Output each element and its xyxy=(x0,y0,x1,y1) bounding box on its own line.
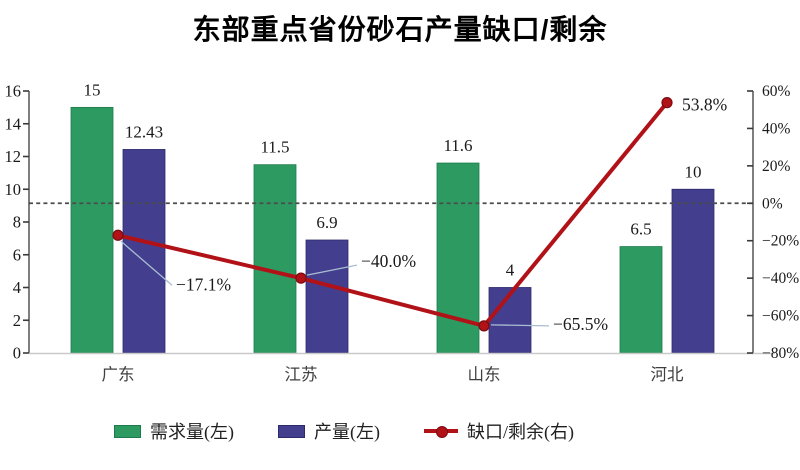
gap-point-marker xyxy=(112,229,124,241)
chart-legend: 需求量(左) 产量(左) 缺口/剩余(右) xyxy=(0,418,744,444)
x-category-label: 广东 xyxy=(102,365,135,384)
right-axis-tick-label: −60% xyxy=(762,308,799,325)
demand-bar-value-label: 6.5 xyxy=(630,220,651,239)
gap-point-leader-line xyxy=(490,324,550,327)
right-axis-tick-label: −20% xyxy=(762,233,799,250)
gap-point-label: −40.0% xyxy=(361,251,416,271)
left-axis-tick-label: 0 xyxy=(13,344,21,363)
production-bar-value-label: 4 xyxy=(506,261,515,280)
legend-label-gap: 缺口/剩余(右) xyxy=(467,422,574,442)
right-axis-tick-label: 0% xyxy=(762,195,783,212)
left-axis-tick-label: 2 xyxy=(13,311,21,330)
gap-point-label: 53.8% xyxy=(682,95,727,115)
demand-bar-value-label: 11.5 xyxy=(260,138,289,157)
legend-item-production: 产量(左) xyxy=(278,418,380,444)
left-axis-tick-label: 4 xyxy=(13,278,21,297)
right-axis-tick-label: 20% xyxy=(762,158,791,175)
line-marker-icon xyxy=(424,424,458,438)
right-axis-tick-label: 40% xyxy=(762,120,791,137)
gap-point-label: −65.5% xyxy=(553,314,608,334)
production-bar-value-label: 10 xyxy=(685,162,702,181)
production-bar xyxy=(122,149,166,354)
left-axis-tick-label: 8 xyxy=(13,213,21,232)
right-axis-tick-label: 60% xyxy=(762,83,791,100)
gap-line xyxy=(116,100,669,328)
gap-point-marker xyxy=(295,272,307,284)
left-axis-tick-label: 14 xyxy=(5,114,22,133)
legend-label-demand: 需求量(左) xyxy=(150,422,234,442)
left-axis-tick-label: 12 xyxy=(5,147,22,166)
chart-title: 东部重点省份砂石产量缺口/剩余 xyxy=(192,14,608,45)
demand-bar xyxy=(253,164,297,354)
x-category-label: 河北 xyxy=(651,365,685,384)
line-marker-dot xyxy=(436,426,448,438)
gap-point-marker xyxy=(661,97,673,109)
demand-bar-value-label: 15 xyxy=(84,80,101,99)
x-category-label: 江苏 xyxy=(285,365,318,384)
x-category-label: 山东 xyxy=(468,365,501,384)
production-swatch-icon xyxy=(278,424,305,438)
gap-point-label: −17.1% xyxy=(176,274,231,294)
gap-point-marker xyxy=(478,320,490,332)
demand-bar xyxy=(619,246,663,354)
production-bar-value-label: 6.9 xyxy=(316,213,337,232)
right-axis-tick-label: −80% xyxy=(762,345,799,362)
legend-label-production: 产量(左) xyxy=(314,422,380,442)
legend-item-gap: 缺口/剩余(右) xyxy=(424,418,574,444)
legend-item-demand: 需求量(左) xyxy=(114,418,234,444)
production-bar xyxy=(305,239,349,354)
right-axis-tick-label: −40% xyxy=(762,270,799,287)
demand-bar xyxy=(70,106,114,354)
production-bar xyxy=(488,287,532,354)
production-bar xyxy=(671,188,715,354)
production-bar-value-label: 12.43 xyxy=(125,122,163,141)
gap-point-leader-line xyxy=(306,264,358,276)
left-axis-tick-label: 16 xyxy=(5,82,22,101)
left-axis-tick-label: 10 xyxy=(5,180,22,199)
demand-bar-value-label: 11.6 xyxy=(443,136,472,155)
gap-point-leader-line xyxy=(120,240,173,286)
left-axis-tick-label: 6 xyxy=(13,245,21,264)
demand-swatch-icon xyxy=(114,424,141,438)
